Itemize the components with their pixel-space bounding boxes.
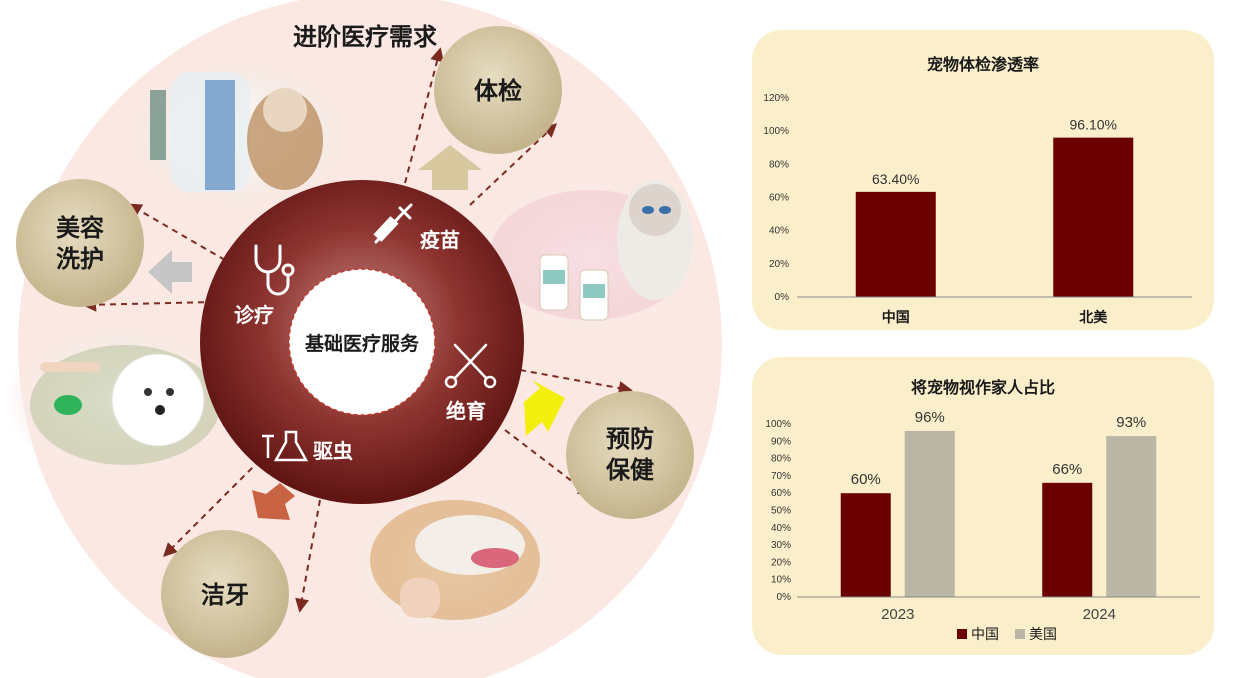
- chart1-category-label: 中国: [882, 309, 910, 326]
- chart1-bar: [855, 191, 936, 297]
- family-chart-panel: 将宠物视作家人占比 60% 96% 66% 93% 0% 10% 20% 30% 40% 50%…: [752, 357, 1214, 655]
- medical-needs-diagram: 进阶医疗需求 基础医疗服务 诊疗: [5, 0, 722, 678]
- outer-label-checkup: 体检: [474, 77, 522, 105]
- chart1-ytick-label: 100%: [763, 126, 789, 137]
- outer-item-dental: 洁牙: [161, 530, 289, 658]
- chart1-bar: [1053, 137, 1134, 297]
- chart1-ytick-label: 80%: [769, 159, 789, 170]
- chart2-data-label: 60%: [851, 471, 881, 488]
- outer-item-checkup: 体检: [434, 26, 562, 154]
- chart2-data-label: 66%: [1052, 461, 1082, 478]
- gray-arrow: [148, 250, 192, 294]
- chart2-ytick-label: 20%: [771, 557, 791, 568]
- scissors-icon: [444, 343, 497, 389]
- chart1-ytick-label: 60%: [769, 193, 789, 204]
- chart2-bar: [904, 430, 955, 597]
- outer-label-prevention-1: 预防: [606, 425, 654, 453]
- outer-label-grooming-2: 洗护: [56, 245, 104, 273]
- chart2-category-label: 2023: [881, 606, 914, 623]
- chart2-category-label: 2024: [1083, 606, 1116, 623]
- vet-dog-photo: [120, 55, 360, 215]
- syringe-icon: [373, 203, 413, 244]
- cat-supplement-photo: [470, 175, 710, 335]
- chart1-ytick-label: 0%: [775, 292, 790, 303]
- family-chart: 将宠物视作家人占比 60% 96% 66% 93% 0% 10% 20% 30% 40% 50%…: [765, 378, 1200, 643]
- chart2-bar: [840, 493, 891, 597]
- chart2-bar: [1042, 482, 1093, 597]
- chart2-legend-label: 中国: [971, 627, 999, 643]
- chart2-ytick-label: 0%: [777, 592, 792, 603]
- chart2-data-label: 96%: [915, 409, 945, 426]
- dog-teeth-photo: [345, 485, 565, 645]
- chart1-category-label: 北美: [1079, 309, 1108, 326]
- chart2-data-label: 93%: [1116, 414, 1146, 431]
- outer-label-grooming-1: 美容: [56, 214, 104, 242]
- chart2-ytick-label: 60%: [771, 488, 791, 499]
- chart2-title: 将宠物视作家人占比: [911, 378, 1055, 397]
- stethoscope-icon: [254, 244, 295, 296]
- chart2-legend-label: 美国: [1029, 627, 1057, 643]
- penetration-chart-panel: 宠物体检渗透率 63.40% 96.10% 0% 20% 40% 60% 80% 100% 1…: [752, 30, 1214, 330]
- ring-label-deworming: 驱虫: [313, 439, 353, 463]
- ring-label-vaccine: 疫苗: [420, 228, 460, 252]
- chart1-data-label: 63.40%: [872, 171, 919, 187]
- flask-icon: [262, 430, 309, 462]
- chart2-ytick-label: 50%: [771, 506, 791, 517]
- chart2-ytick-label: 90%: [771, 436, 791, 447]
- grooming-dog-photo: [5, 320, 235, 480]
- chart2-legend-swatch: [1015, 629, 1025, 639]
- diagram-title: 进阶医疗需求: [293, 23, 437, 51]
- chart1-data-label: 96.10%: [1070, 117, 1117, 133]
- chart1-ytick-label: 20%: [769, 259, 789, 270]
- penetration-chart: 宠物体检渗透率 63.40% 96.10% 0% 20% 40% 60% 80% 100% 1…: [763, 55, 1192, 326]
- center-label: 基础医疗服务: [304, 332, 420, 355]
- outer-item-prevention: 预防 保健: [566, 391, 694, 519]
- chart1-ytick-label: 40%: [769, 226, 789, 237]
- red-arrow: [252, 483, 295, 520]
- chart2-legend-swatch: [957, 629, 967, 639]
- ring-label-diagnosis: 诊疗: [234, 303, 274, 327]
- ring-label-sterilization: 绝育: [446, 399, 486, 423]
- chart2-ytick-label: 80%: [771, 454, 791, 465]
- chart2-ytick-label: 30%: [771, 540, 791, 551]
- outer-label-dental: 洁牙: [201, 581, 249, 609]
- chart2-ytick-label: 40%: [771, 523, 791, 534]
- outer-label-prevention-2: 保健: [605, 456, 654, 484]
- chart2-ytick-label: 70%: [771, 471, 791, 482]
- outer-item-grooming: 美容 洗护: [16, 179, 144, 307]
- chart2-ytick-label: 100%: [765, 419, 791, 430]
- center-circle: [288, 268, 436, 416]
- chart1-ytick-label: 120%: [763, 93, 789, 104]
- chart1-title: 宠物体检渗透率: [927, 55, 1039, 74]
- yellow-arrow: [524, 380, 565, 436]
- chart2-ytick-label: 10%: [771, 575, 791, 586]
- chart2-bar: [1106, 436, 1157, 597]
- tan-arrow: [418, 145, 482, 190]
